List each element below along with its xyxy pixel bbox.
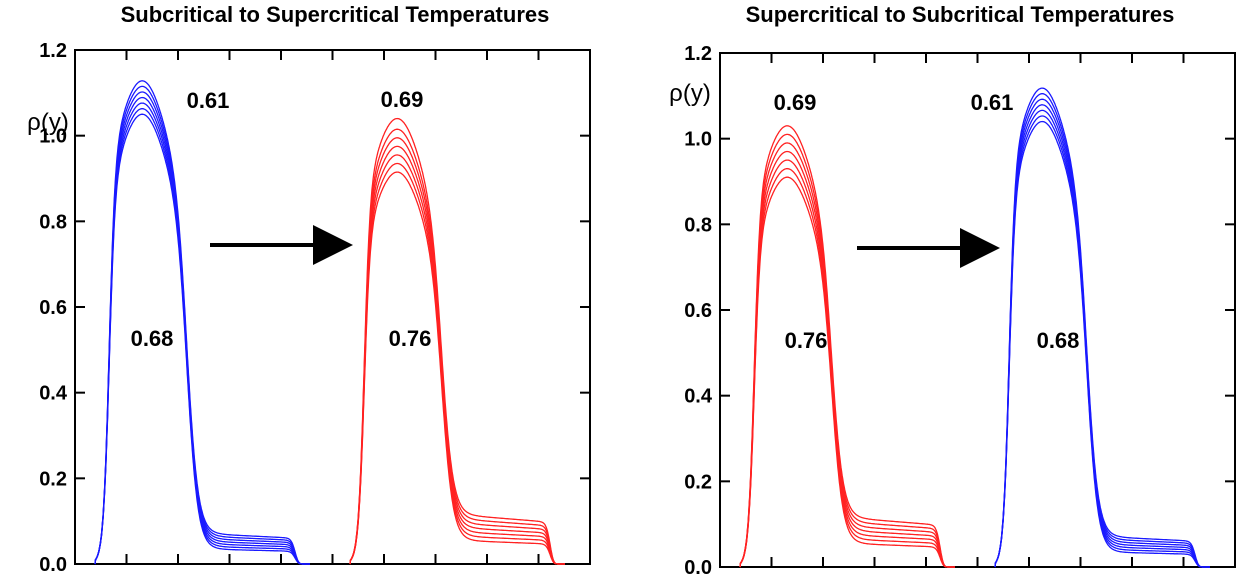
y-tick-label: 1.2 [39, 40, 67, 62]
y-tick-label: 0.0 [39, 554, 67, 576]
density-curve-series [349, 117, 565, 565]
x-ticks [125, 50, 540, 564]
density-curve-series [94, 80, 310, 565]
density-curve-series [739, 159, 955, 568]
annotation-blue-tail: 0.68 [131, 326, 174, 351]
y-tick-label: 0.4 [39, 383, 68, 405]
density-curve-series [94, 96, 310, 565]
y-ticks: 0.0 0.2 0.4 0.6 0.8 1.0 1.2 [684, 43, 1235, 579]
chart-title: Subcritical to Supercritical Temperature… [121, 2, 550, 27]
density-curve-series [739, 133, 955, 568]
y-ticks: 0.0 0.2 0.4 0.6 0.8 1.0 1.2 [39, 40, 590, 576]
chart-title: Supercritical to Subcritical Temperature… [746, 2, 1175, 27]
density-curve-series [349, 145, 565, 565]
density-curve-series [349, 137, 565, 565]
y-tick-label: 0.2 [684, 471, 712, 493]
density-curve-series [994, 115, 1210, 568]
density-curve-series [739, 176, 955, 568]
density-curve-series [94, 108, 310, 565]
plot-frame [74, 49, 591, 565]
plot-frame [719, 52, 1236, 568]
density-curve-series [994, 93, 1210, 568]
density-curve-series [739, 150, 955, 568]
annotation-blue-tail: 0.68 [1037, 328, 1080, 353]
y-tick-label: 1.2 [684, 43, 712, 65]
y-tick-label: 0.8 [684, 214, 712, 236]
y-axis-label: ρ(y) [27, 109, 69, 136]
density-curve-series [994, 98, 1210, 568]
density-curve-series [994, 87, 1210, 568]
density-curve-series [739, 142, 955, 568]
density-curve-series [994, 109, 1210, 568]
density-curves [739, 87, 1210, 568]
density-curve-series [349, 162, 565, 565]
y-tick-label: 0.8 [39, 211, 67, 233]
y-tick-label: 1.0 [684, 129, 712, 151]
density-curve-series [94, 102, 310, 565]
y-axis-label: ρ(y) [669, 80, 711, 107]
y-tick-label: 0.6 [39, 297, 67, 319]
annotation-red-peak: 0.69 [774, 90, 817, 115]
density-curve-series [739, 125, 955, 568]
density-curve-series [94, 91, 310, 565]
density-curve-series [349, 171, 565, 565]
left-chart-panel: Subcritical to Supercritical Temperature… [27, 2, 591, 576]
x-ticks [770, 53, 1185, 567]
annotation-blue-peak: 0.61 [187, 88, 230, 113]
density-curve-series [994, 120, 1210, 568]
annotation-blue-peak: 0.61 [971, 90, 1014, 115]
annotation-red-peak: 0.69 [381, 87, 424, 112]
y-tick-label: 0.6 [684, 300, 712, 322]
y-tick-label: 0.0 [684, 557, 712, 579]
y-tick-label: 0.2 [39, 468, 67, 490]
annotation-red-tail: 0.76 [389, 326, 432, 351]
density-curves [94, 80, 565, 565]
density-curve-series [349, 128, 565, 565]
density-curve-series [94, 113, 310, 565]
density-curve-series [739, 167, 955, 568]
annotation-red-tail: 0.76 [785, 328, 828, 353]
density-curve-series [349, 154, 565, 565]
y-tick-label: 1.0 [39, 126, 67, 148]
density-curve-series [94, 85, 310, 565]
right-chart-panel: Supercritical to Subcritical Temperature… [669, 2, 1236, 579]
y-tick-label: 0.4 [684, 386, 713, 408]
density-curve-series [994, 104, 1210, 568]
